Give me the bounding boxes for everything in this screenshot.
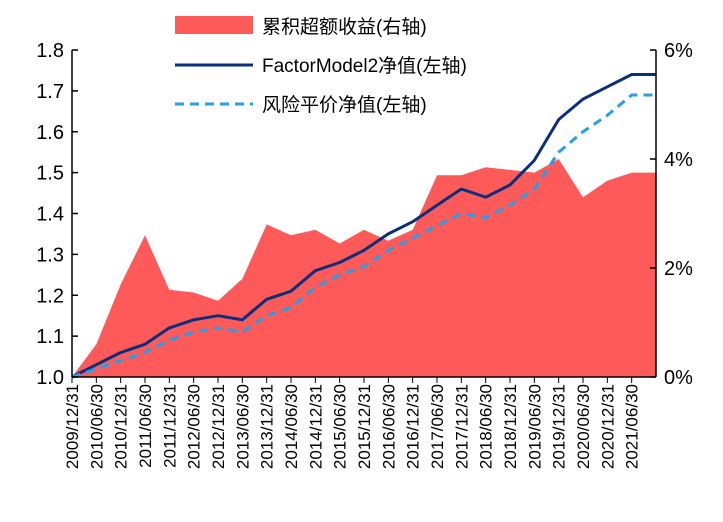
legend-label-risk-parity: 风险平价净值(左轴) xyxy=(262,94,427,116)
left-axis-tick-label: 1.0 xyxy=(36,367,64,389)
x-axis-tick-label: 2021/06/30 xyxy=(623,384,642,469)
x-axis-tick-label: 2016/06/30 xyxy=(379,384,398,469)
legend: 累积超额收益(右轴) FactorModel2净值(左轴) 风险平价净值(左轴) xyxy=(175,16,467,116)
axes: 1.0 1.1 1.2 1.3 1.4 1.5 1.6 1.7 1.8 0% 2% 4% 6% 2009/… xyxy=(36,40,693,469)
x-axis-tick-label: 2018/12/31 xyxy=(501,384,520,469)
right-axis-tick-label: 6% xyxy=(664,40,693,62)
right-axis-tick-label: 0% xyxy=(664,367,693,389)
left-axis-tick-label: 1.5 xyxy=(36,163,64,185)
x-axis-tick-label: 2020/12/31 xyxy=(598,384,617,469)
x-axis-tick-label: 2011/12/31 xyxy=(160,384,179,468)
left-axis-tick-label: 1.6 xyxy=(36,122,64,144)
nav-lines-layer xyxy=(71,73,656,379)
right-axis-tick-label: 4% xyxy=(664,149,693,171)
left-axis-tick-label: 1.8 xyxy=(36,40,64,62)
x-axis-tick-label: 2012/12/31 xyxy=(209,384,228,469)
x-axis-tick-label: 2015/06/30 xyxy=(331,384,350,469)
right-axis-tick-label: 2% xyxy=(664,258,693,280)
legend-swatch-excess-area xyxy=(175,16,253,34)
x-axis-tick-label: 2011/06/30 xyxy=(136,384,155,468)
left-axis-tick-label: 1.2 xyxy=(36,285,64,307)
x-axis-tick-label: 2016/12/31 xyxy=(404,384,423,469)
legend-label-excess: 累积超额收益(右轴) xyxy=(262,16,427,38)
x-axis-tick-label: 2012/06/30 xyxy=(185,384,204,469)
x-axis-tick-label: 2015/12/31 xyxy=(355,384,374,469)
x-axis-tick-label: 2010/06/30 xyxy=(87,384,106,469)
series-line-factormodel2 xyxy=(71,73,656,379)
legend-label-factormodel2: FactorModel2净值(左轴) xyxy=(262,55,467,77)
x-axis-tick-label: 2014/06/30 xyxy=(282,384,301,469)
x-axis-tick-label: 2017/06/30 xyxy=(428,384,447,469)
x-axis-tick-label: 2019/12/31 xyxy=(550,384,569,469)
left-axis-tick-label: 1.3 xyxy=(36,244,64,266)
x-axis-tick-label: 2013/12/31 xyxy=(258,384,277,469)
left-axis-tick-label: 1.7 xyxy=(36,81,64,103)
x-axis-tick-label: 2014/12/31 xyxy=(306,384,325,469)
x-axis-tick-label: 2009/12/31 xyxy=(63,384,82,469)
x-axis-tick-label: 2020/06/30 xyxy=(574,384,593,469)
x-axis-tick-label: 2019/06/30 xyxy=(525,384,544,469)
x-axis-tick-label: 2010/12/31 xyxy=(112,384,131,469)
series-line-risk-parity xyxy=(71,93,656,379)
left-axis-tick-label: 1.1 xyxy=(36,326,64,348)
x-axis-tick-label: 2018/06/30 xyxy=(477,384,496,469)
left-axis-tick-label: 1.4 xyxy=(36,204,64,226)
x-axis-tick-label: 2017/12/31 xyxy=(452,384,471,469)
x-axis-tick-label: 2013/06/30 xyxy=(233,384,252,469)
